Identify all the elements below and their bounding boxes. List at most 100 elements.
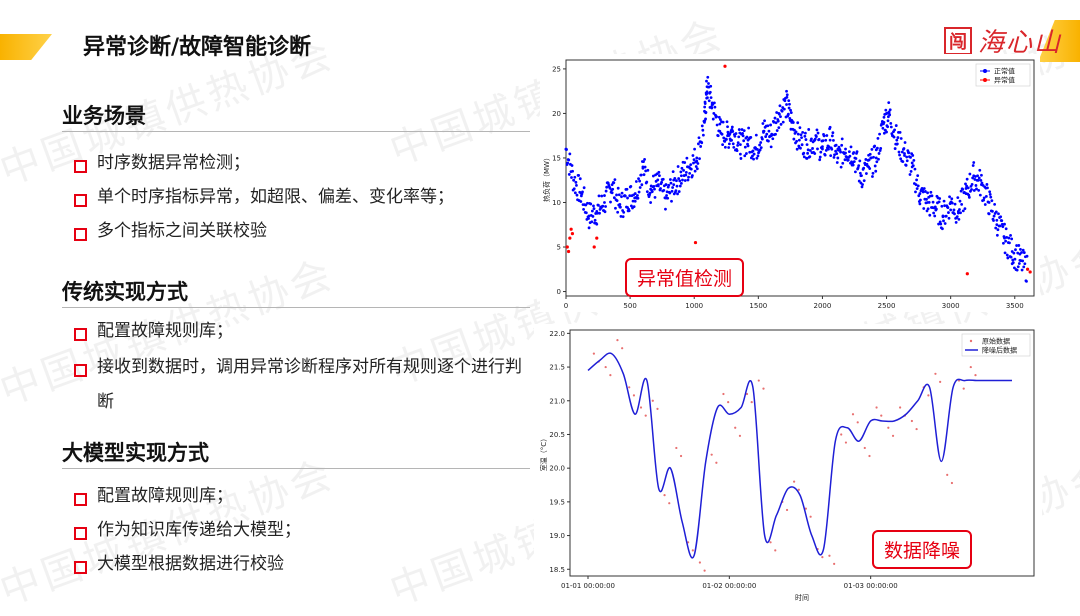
normal-point [781, 120, 785, 124]
normal-point [827, 147, 830, 151]
normal-point [570, 176, 573, 179]
raw-data-point [969, 365, 972, 369]
normal-point [775, 111, 779, 114]
normal-point [766, 124, 770, 128]
normal-point [885, 130, 888, 134]
normal-point [948, 195, 951, 199]
normal-point [828, 138, 832, 142]
normal-point [1017, 244, 1021, 247]
normal-point [1015, 268, 1019, 272]
normal-point [980, 183, 983, 187]
bullet-text: 接收到数据时，调用异常诊断程序对所有规则逐个进行判断 [97, 357, 522, 412]
normal-point [892, 135, 896, 139]
normal-point [677, 190, 681, 193]
normal-point [1023, 262, 1027, 266]
normal-point [932, 211, 936, 215]
normal-point [914, 183, 918, 187]
normal-point [738, 152, 742, 156]
normal-point [947, 216, 951, 220]
raw-data-point [974, 374, 977, 377]
x-tick-label: 01-03 00:00:00 [844, 582, 898, 590]
raw-data-point [844, 441, 848, 444]
normal-point [949, 208, 953, 212]
bullet-square-icon [74, 328, 87, 341]
normal-point [894, 124, 898, 127]
normal-point [811, 147, 814, 150]
normal-point [926, 201, 929, 204]
raw-data-point [734, 426, 737, 429]
normal-point [653, 196, 657, 199]
normal-point [862, 166, 866, 170]
normal-point [834, 149, 838, 153]
normal-point [949, 201, 953, 204]
normal-point [882, 115, 886, 119]
normal-point [703, 120, 706, 124]
normal-point [665, 194, 668, 197]
normal-point [709, 84, 713, 88]
normal-point [579, 192, 583, 195]
normal-point [839, 165, 843, 169]
normal-point [579, 194, 583, 198]
normal-point [830, 134, 834, 138]
normal-point [802, 155, 806, 159]
normal-point [821, 145, 824, 149]
normal-point [803, 134, 807, 138]
normal-point [875, 160, 879, 164]
raw-data-point [656, 407, 659, 410]
normal-point [738, 143, 742, 147]
normal-point [795, 147, 799, 151]
normal-point [888, 108, 892, 112]
y-tick-label: 5 [557, 244, 561, 252]
normal-point [608, 186, 612, 190]
normal-point [1011, 261, 1015, 265]
normal-point [759, 146, 763, 150]
normal-point [700, 124, 704, 128]
y-tick-label: 10 [552, 199, 561, 207]
normal-point [706, 96, 709, 100]
normal-point [943, 204, 947, 208]
normal-point [713, 105, 717, 109]
normal-point [965, 177, 969, 181]
normal-point [765, 132, 769, 136]
normal-point [658, 174, 661, 177]
raw-data-point [863, 446, 866, 450]
normal-point [844, 151, 847, 155]
raw-data-point [609, 374, 612, 377]
bullet-item: 单个时序指标异常，如超限、偏差、变化率等； [74, 187, 537, 215]
normal-point [701, 128, 705, 132]
normal-point [922, 207, 926, 210]
bullet-item: 多个指标之间关联校验 [74, 221, 537, 249]
normal-point [703, 102, 707, 105]
normal-point [898, 131, 902, 134]
normal-point [723, 145, 727, 149]
normal-point [844, 147, 847, 151]
normal-point [661, 177, 665, 181]
normal-point [898, 153, 901, 157]
anomaly-point [565, 245, 569, 249]
normal-point [808, 155, 812, 158]
normal-point [908, 173, 912, 176]
normal-point [603, 210, 607, 214]
normal-point [726, 125, 729, 129]
normal-point [778, 104, 782, 108]
normal-point [974, 184, 978, 187]
normal-point [818, 155, 822, 159]
normal-point [672, 183, 676, 187]
normal-point [760, 137, 764, 141]
normal-point [656, 178, 660, 182]
normal-point [841, 161, 845, 165]
normal-point [886, 125, 890, 129]
normal-point [971, 164, 975, 167]
normal-point [649, 187, 653, 191]
raw-data-point [821, 556, 824, 559]
normal-point [641, 165, 645, 169]
normal-point [915, 178, 918, 182]
y-tick-label: 20.0 [549, 465, 565, 473]
raw-data-point [934, 372, 937, 375]
raw-data-point [632, 394, 636, 397]
normal-point [787, 99, 791, 102]
normal-point [914, 190, 917, 194]
denoised-series-line [587, 352, 1012, 559]
normal-point [720, 132, 724, 136]
y-tick-label: 20.5 [549, 431, 565, 439]
